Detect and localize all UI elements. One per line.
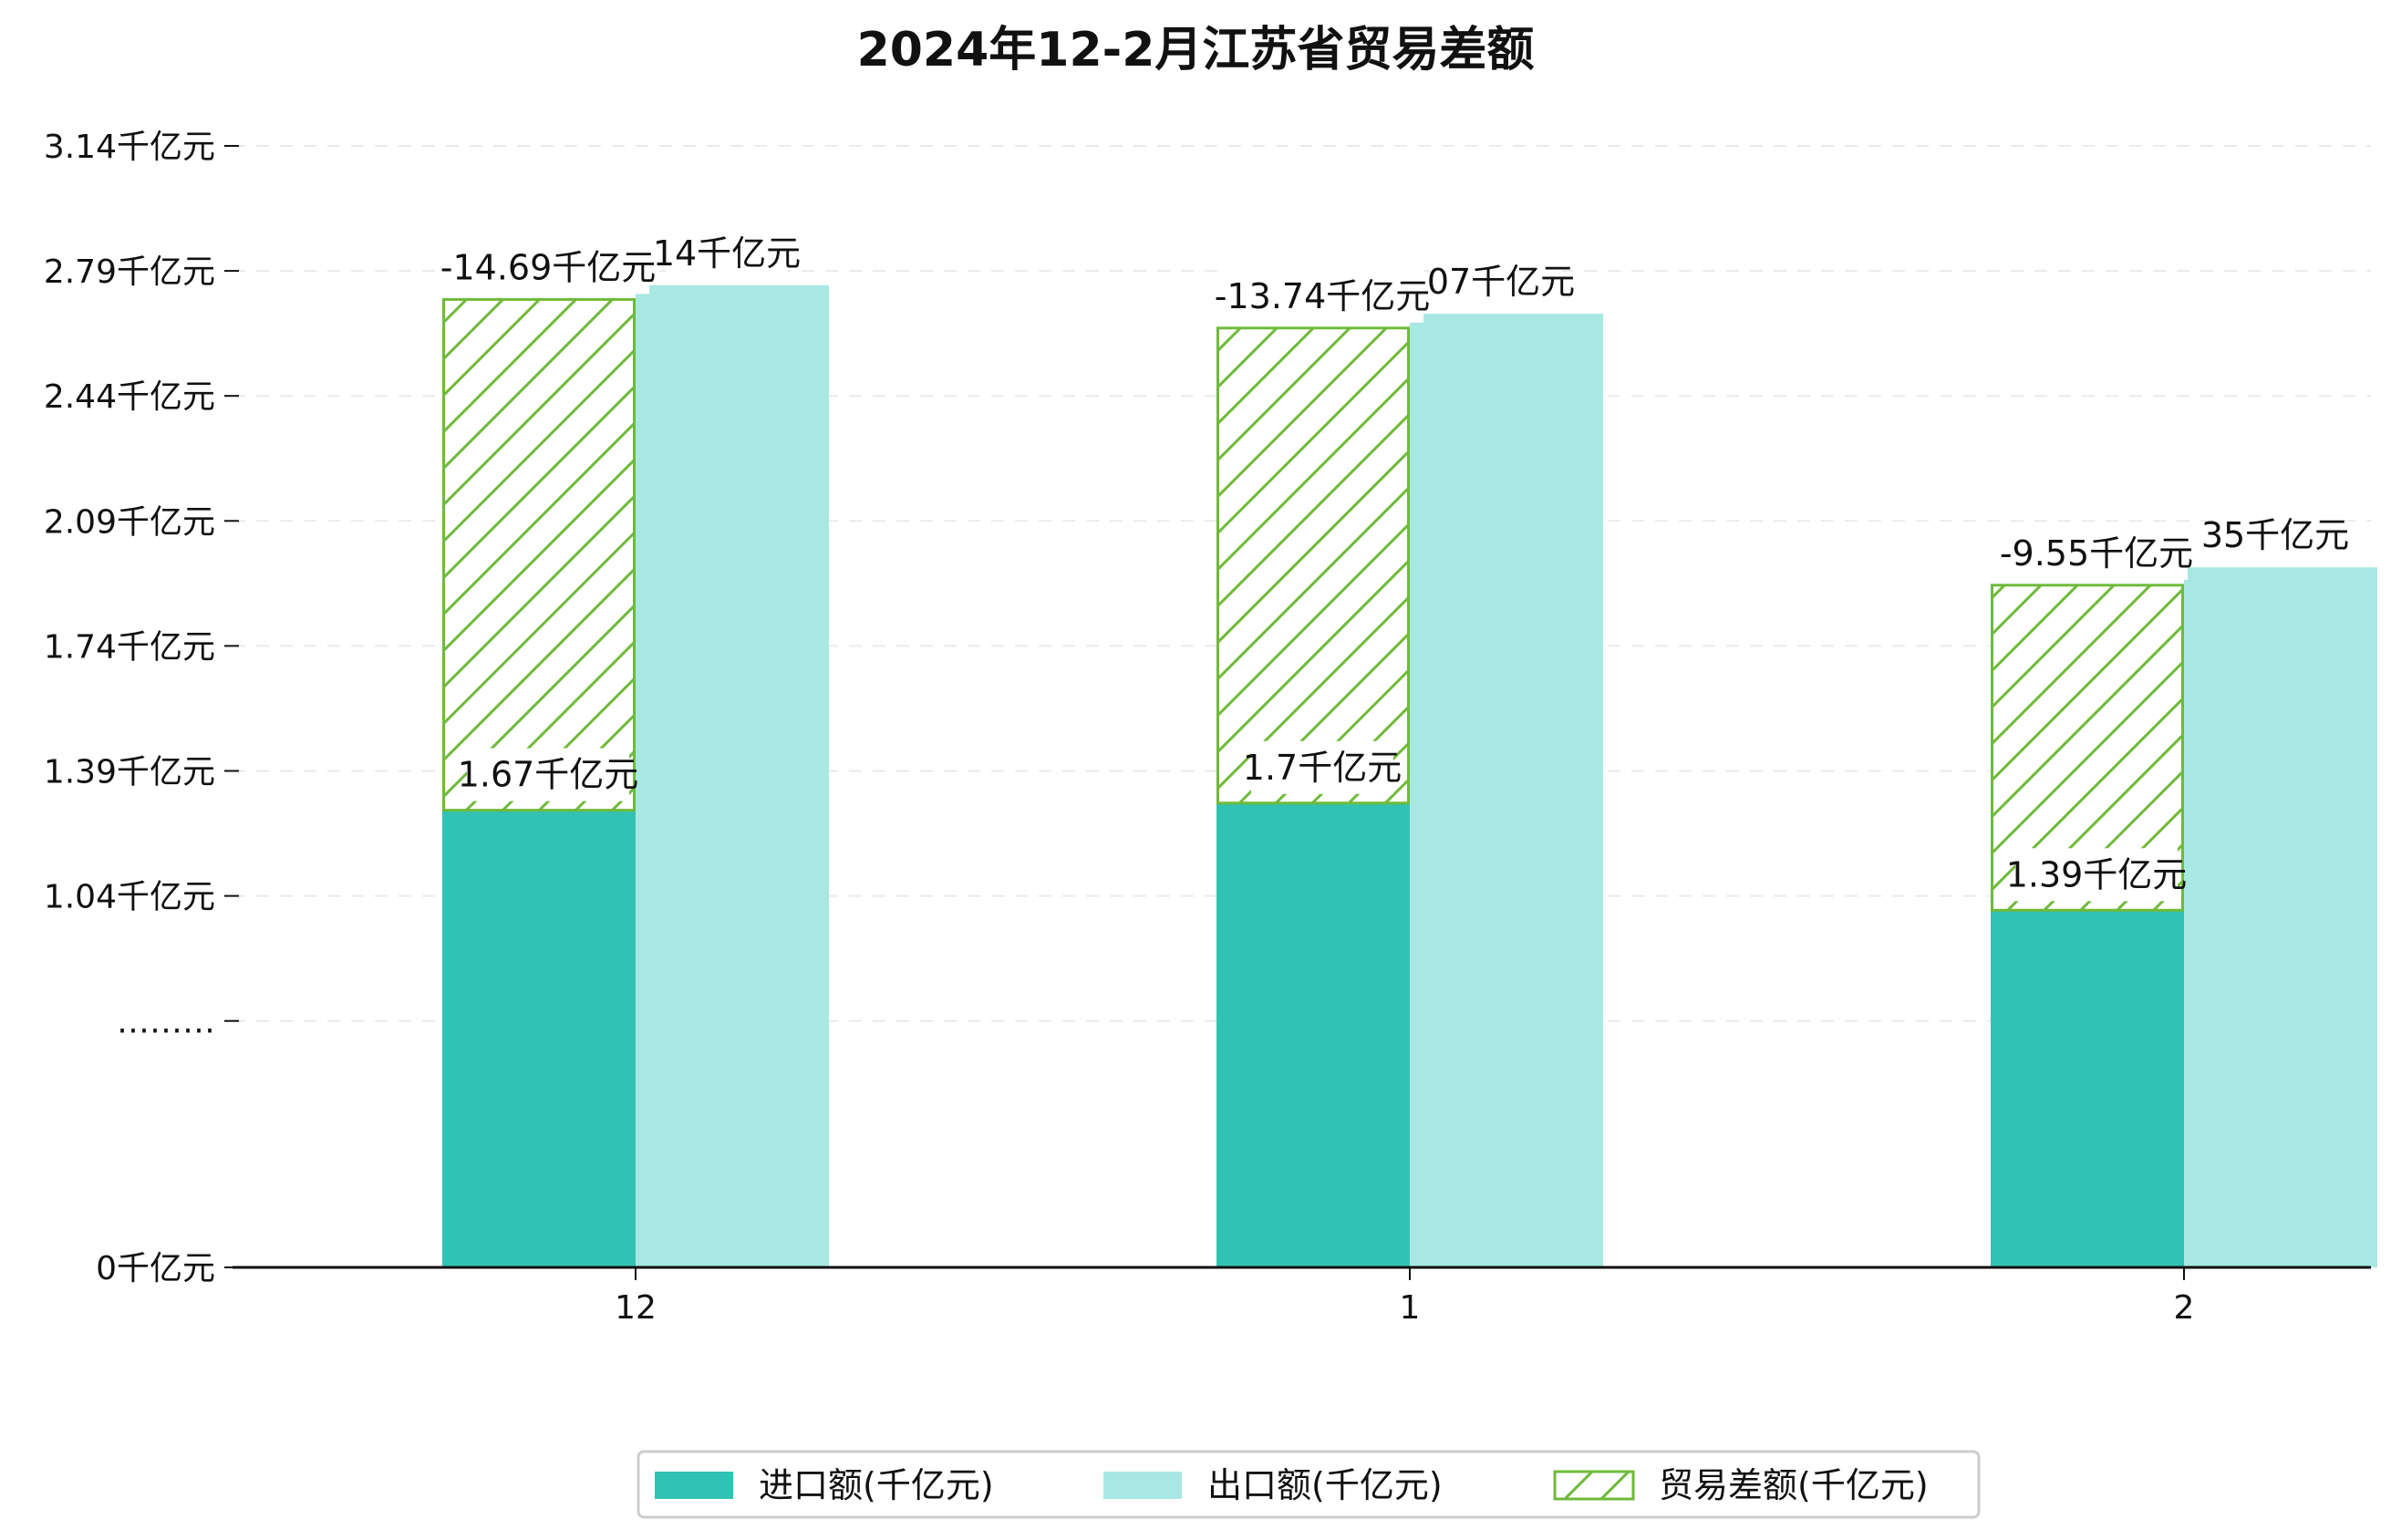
import-value-label-bg xyxy=(2015,848,2178,902)
balance-value-label-bg xyxy=(447,241,649,295)
y-tick-label: 3.14千亿元 xyxy=(44,129,215,166)
balance-value-label: -13.74千亿元 xyxy=(1215,276,1431,316)
legend-swatch xyxy=(1103,1472,1182,1499)
export-value-label-bg xyxy=(666,226,788,280)
import-bar xyxy=(442,810,636,1267)
x-tick-label: 2 xyxy=(2174,1289,2195,1327)
bars-layer xyxy=(442,284,2377,1267)
y-tick-label: 2.79千亿元 xyxy=(44,253,215,291)
export-value-label-bg xyxy=(2214,509,2336,563)
export-bar xyxy=(636,284,829,1267)
export-value-label: 35千亿元 xyxy=(2201,515,2349,555)
import-bar xyxy=(1991,910,2184,1267)
balance-value-label-bg xyxy=(2005,526,2188,580)
axis-layer: 0千亿元 ……… 1.04千亿元 1.39千亿元 1.74千亿元 2.09千亿元 2.44千… xyxy=(44,129,2371,1327)
chart-title: 2024年12-2月江苏省贸易差额 xyxy=(857,23,1535,78)
legend-swatch xyxy=(1553,1470,1635,1501)
balance-value-label: -14.69千亿元 xyxy=(440,247,657,287)
balance-bar xyxy=(442,297,636,812)
y-tick-label: ……… xyxy=(117,1004,215,1041)
legend-label: 贸易差额(千亿元) xyxy=(1659,1465,1929,1505)
balance-value-label-bg xyxy=(1221,269,1423,323)
balance-bar xyxy=(1216,326,1410,805)
import-value-label: 1.7千亿元 xyxy=(1243,748,1402,788)
legend: 进口额(千亿元) 出口额(千亿元) 贸易差额(千亿元) xyxy=(637,1450,1981,1519)
y-tick-label: 1.74千亿元 xyxy=(44,628,215,666)
import-value-label: 1.67千亿元 xyxy=(458,755,639,795)
y-tick-label: 2.44千亿元 xyxy=(44,378,215,416)
legend-swatch xyxy=(655,1472,733,1499)
import-bar xyxy=(1216,802,1410,1267)
legend-label: 出口额(千亿元) xyxy=(1207,1465,1443,1505)
y-tick-label: 1.04千亿元 xyxy=(44,879,215,916)
x-tick-label: 1 xyxy=(1400,1289,1421,1327)
export-value-label: 07千亿元 xyxy=(1427,262,1575,302)
export-bar xyxy=(2184,567,2377,1267)
legend-frame xyxy=(637,1450,1981,1519)
export-bar xyxy=(1410,314,1603,1267)
legend-label: 进口额(千亿元) xyxy=(759,1465,994,1505)
import-value-label-bg xyxy=(1251,740,1393,794)
y-tick-label: 2.09千亿元 xyxy=(44,503,215,541)
export-value-label: 14千亿元 xyxy=(653,233,801,274)
x-tick-label: 12 xyxy=(615,1289,657,1327)
balance-value-label: -9.55千亿元 xyxy=(2000,533,2193,574)
import-value-label-bg xyxy=(467,748,629,801)
y-tick-label: 1.39千亿元 xyxy=(44,754,215,791)
import-value-label: 1.39千亿元 xyxy=(2006,854,2188,894)
y-tick-label: 0千亿元 xyxy=(96,1250,215,1287)
export-value-label-bg xyxy=(1440,255,1562,309)
